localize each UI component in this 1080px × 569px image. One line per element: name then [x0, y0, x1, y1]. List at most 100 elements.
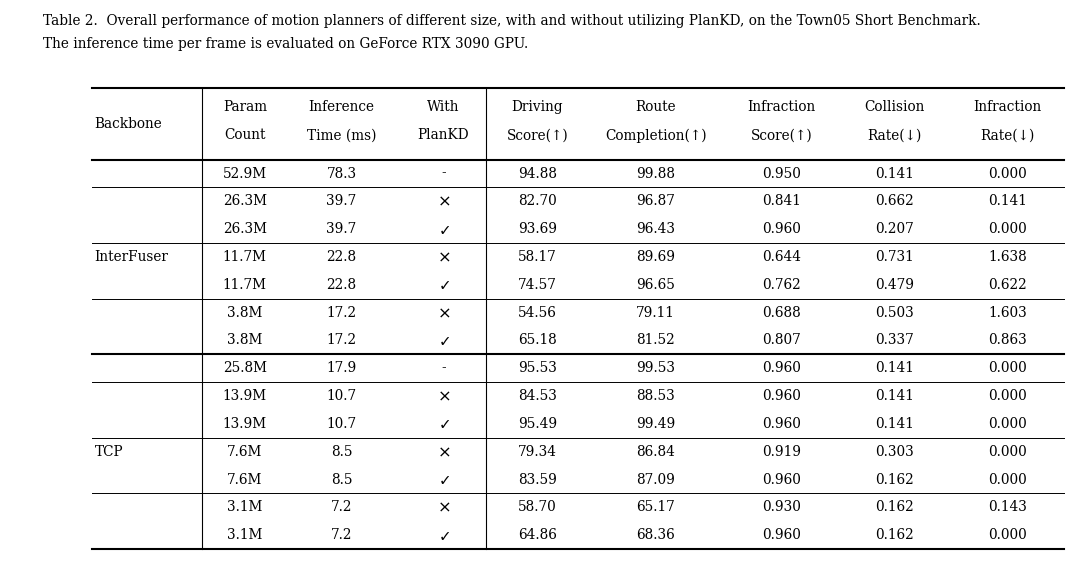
Text: 3.1M: 3.1M [227, 500, 262, 514]
Text: 10.7: 10.7 [326, 417, 356, 431]
Text: 13.9M: 13.9M [222, 389, 267, 403]
Text: 11.7M: 11.7M [222, 278, 267, 292]
Text: 88.53: 88.53 [636, 389, 675, 403]
Text: -: - [442, 361, 446, 376]
Text: 8.5: 8.5 [330, 472, 352, 486]
Text: 0.337: 0.337 [875, 333, 914, 348]
Text: Inference: Inference [309, 100, 375, 114]
Text: 0.000: 0.000 [988, 445, 1027, 459]
Text: Rate(↓): Rate(↓) [981, 128, 1035, 142]
Text: 58.70: 58.70 [518, 500, 557, 514]
Text: 0.841: 0.841 [762, 195, 801, 208]
Text: 0.000: 0.000 [988, 472, 1027, 486]
Text: 7.6M: 7.6M [227, 472, 262, 486]
Text: $\checkmark$: $\checkmark$ [437, 277, 449, 292]
Text: Param: Param [222, 100, 267, 114]
Text: Time (ms): Time (ms) [307, 128, 376, 142]
Text: PlanKD: PlanKD [418, 128, 470, 142]
Text: Route: Route [635, 100, 676, 114]
Text: Driving: Driving [512, 100, 564, 114]
Text: 8.5: 8.5 [330, 445, 352, 459]
Text: 17.9: 17.9 [326, 361, 356, 376]
Text: Collision: Collision [864, 100, 924, 114]
Text: $\times$: $\times$ [436, 499, 450, 516]
Text: $\checkmark$: $\checkmark$ [437, 333, 449, 348]
Text: 78.3: 78.3 [326, 167, 356, 180]
Text: 86.84: 86.84 [636, 445, 675, 459]
Text: 0.731: 0.731 [875, 250, 914, 264]
Text: Rate(↓): Rate(↓) [867, 128, 922, 142]
Text: TCP: TCP [95, 445, 123, 459]
Text: 0.622: 0.622 [988, 278, 1027, 292]
Text: 94.88: 94.88 [518, 167, 557, 180]
Text: 0.960: 0.960 [762, 389, 801, 403]
Text: 7.2: 7.2 [330, 500, 352, 514]
Text: 0.662: 0.662 [875, 195, 914, 208]
Text: 0.644: 0.644 [762, 250, 801, 264]
Text: $\times$: $\times$ [436, 443, 450, 460]
Text: 0.000: 0.000 [988, 417, 1027, 431]
Text: 96.65: 96.65 [636, 278, 675, 292]
Text: 0.807: 0.807 [762, 333, 801, 348]
Text: 0.479: 0.479 [875, 278, 914, 292]
Text: 39.7: 39.7 [326, 195, 356, 208]
Text: 17.2: 17.2 [326, 333, 356, 348]
Text: 89.69: 89.69 [636, 250, 675, 264]
Text: $\times$: $\times$ [436, 249, 450, 266]
Text: 17.2: 17.2 [326, 306, 356, 320]
Text: 0.762: 0.762 [762, 278, 801, 292]
Text: 0.162: 0.162 [875, 528, 914, 542]
Text: Completion(↑): Completion(↑) [605, 128, 706, 143]
Text: 81.52: 81.52 [636, 333, 675, 348]
Text: 0.000: 0.000 [988, 167, 1027, 180]
Text: 79.34: 79.34 [518, 445, 557, 459]
Text: 1.638: 1.638 [988, 250, 1027, 264]
Text: 52.9M: 52.9M [222, 167, 267, 180]
Text: 93.69: 93.69 [518, 222, 557, 236]
Text: 87.09: 87.09 [636, 472, 675, 486]
Text: The inference time per frame is evaluated on GeForce RTX 3090 GPU.: The inference time per frame is evaluate… [43, 37, 528, 51]
Text: 1.603: 1.603 [988, 306, 1027, 320]
Text: $\times$: $\times$ [436, 193, 450, 210]
Text: 26.3M: 26.3M [222, 195, 267, 208]
Text: $\checkmark$: $\checkmark$ [437, 222, 449, 237]
Text: 0.950: 0.950 [762, 167, 801, 180]
Text: 39.7: 39.7 [326, 222, 356, 236]
Text: Infraction: Infraction [747, 100, 816, 114]
Text: 0.919: 0.919 [762, 445, 801, 459]
Text: 99.49: 99.49 [636, 417, 675, 431]
Text: 68.36: 68.36 [636, 528, 675, 542]
Text: 79.11: 79.11 [636, 306, 675, 320]
Text: 84.53: 84.53 [518, 389, 557, 403]
Text: 83.59: 83.59 [518, 472, 557, 486]
Text: 0.141: 0.141 [875, 167, 914, 180]
Text: 3.8M: 3.8M [227, 306, 262, 320]
Text: 26.3M: 26.3M [222, 222, 267, 236]
Text: 0.000: 0.000 [988, 389, 1027, 403]
Text: With: With [428, 100, 460, 114]
Text: $\checkmark$: $\checkmark$ [437, 417, 449, 431]
Text: 82.70: 82.70 [518, 195, 557, 208]
Text: 96.87: 96.87 [636, 195, 675, 208]
Text: 7.2: 7.2 [330, 528, 352, 542]
Text: 96.43: 96.43 [636, 222, 675, 236]
Text: 0.960: 0.960 [762, 222, 801, 236]
Text: 0.000: 0.000 [988, 361, 1027, 376]
Text: 0.960: 0.960 [762, 528, 801, 542]
Text: 0.503: 0.503 [875, 306, 914, 320]
Text: 13.9M: 13.9M [222, 417, 267, 431]
Text: 25.8M: 25.8M [222, 361, 267, 376]
Text: 0.207: 0.207 [875, 222, 914, 236]
Text: 0.688: 0.688 [762, 306, 801, 320]
Text: Score(↑): Score(↑) [507, 128, 568, 142]
Text: 0.141: 0.141 [875, 389, 914, 403]
Text: 0.162: 0.162 [875, 472, 914, 486]
Text: $\times$: $\times$ [436, 304, 450, 321]
Text: 22.8: 22.8 [326, 278, 356, 292]
Text: 65.17: 65.17 [636, 500, 675, 514]
Text: $\times$: $\times$ [436, 387, 450, 405]
Text: 99.88: 99.88 [636, 167, 675, 180]
Text: 0.000: 0.000 [988, 222, 1027, 236]
Text: 0.143: 0.143 [988, 500, 1027, 514]
Text: -: - [442, 167, 446, 180]
